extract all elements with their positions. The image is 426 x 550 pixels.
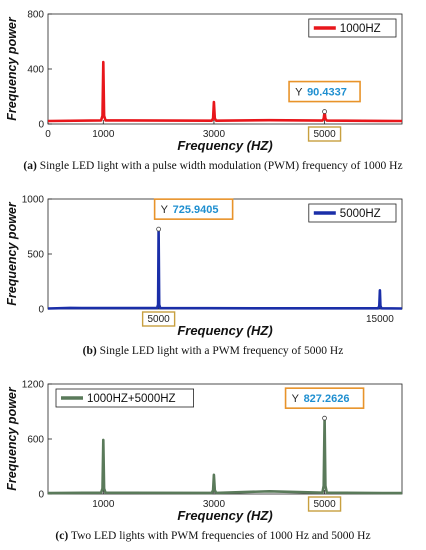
datatip-box: [288, 80, 361, 103]
chart-b: 0 500 1000 5000 15000 5000HZ Y 725.9405 Frequenc…: [5, 195, 403, 338]
x-tick-label: 5000: [148, 314, 171, 325]
datatip-box: [153, 198, 234, 220]
y-axis-label: Frequency power: [5, 16, 19, 121]
x-tick-label: 15000: [366, 314, 394, 325]
caption-c-text: Two LED lights with PWM frequencies of 1…: [70, 530, 371, 542]
legend-label: 5000HZ: [340, 208, 381, 220]
datatip-label: Y: [292, 393, 300, 405]
x-tick-highlight-box: [307, 126, 342, 142]
caption-a-tag: (a): [23, 160, 37, 172]
caption-b-text: Single LED light with a PWM frequency of…: [99, 345, 344, 357]
x-tick-label: 0: [45, 129, 51, 140]
series-line: [47, 227, 403, 310]
legend-box: [308, 203, 397, 223]
chart-panel-c: 0 600 1200 1000 3000 5000 1000HZ+5000HZ Y 827.26…: [0, 370, 426, 550]
series-line: [47, 416, 403, 495]
x-tick-label: 1000: [92, 129, 115, 140]
x-axis-label: Frequency (HZ): [177, 138, 272, 153]
datatip-marker: [322, 109, 327, 114]
y-tick-label: 800: [27, 10, 44, 21]
y-tick-label: 1200: [22, 380, 45, 391]
chart-panel-a: 0 400 800 0 1000 3000 5000 1000HZ Y 90.4337 Freque…: [0, 0, 426, 180]
datatip-value: 90.4337: [307, 87, 347, 99]
y-tick-label: 1000: [22, 195, 45, 206]
x-tick-label: 5000: [313, 499, 336, 510]
x-tick-highlight-box: [307, 496, 342, 512]
caption-c-tag: (c): [55, 530, 69, 542]
datatip-value: 725.9405: [173, 204, 219, 216]
datatip-marker: [156, 226, 162, 232]
datatip-marker: [322, 415, 327, 421]
datatip-value: 827.2626: [304, 393, 350, 405]
y-tick-label: 0: [38, 120, 44, 131]
x-tick-label: 5000: [313, 129, 336, 140]
caption-b-tag: (b): [82, 345, 97, 357]
legend-box: [55, 388, 195, 408]
datatip-box: [284, 387, 365, 409]
legend-box: [308, 18, 397, 38]
chart-panel-b: 0 500 1000 5000 15000 5000HZ Y 725.9405 Frequenc…: [0, 185, 426, 365]
x-tick-label: 3000: [203, 129, 226, 140]
legend-label: 1000HZ+5000HZ: [87, 393, 176, 405]
chart-a: 0 400 800 0 1000 3000 5000 1000HZ Y 90.4337 Freque…: [5, 10, 403, 153]
x-tick-label: 1000: [92, 499, 115, 510]
caption-a: (a) Single LED light with a pulse width …: [0, 160, 426, 172]
datatip-label: Y: [295, 87, 303, 99]
y-tick-label: 400: [27, 65, 44, 76]
x-tick-label: 3000: [203, 499, 226, 510]
y-axis-label: Frequency power: [5, 386, 19, 491]
caption-b: (b) Single LED light with a PWM frequenc…: [0, 345, 426, 357]
x-axis-label: Frequency (HZ): [177, 323, 272, 338]
caption-a-text: Single LED light with a pulse width modu…: [39, 160, 403, 172]
x-axis-label: Frequency (HZ): [177, 508, 272, 523]
caption-c: (c) Two LED lights with PWM frequencies …: [0, 530, 426, 542]
y-tick-label: 0: [38, 305, 44, 316]
y-tick-label: 0: [38, 490, 44, 501]
datatip-label: Y: [161, 204, 169, 216]
y-tick-label: 600: [27, 435, 44, 446]
y-tick-label: 500: [27, 250, 44, 261]
chart-c: 0 600 1200 1000 3000 5000 1000HZ+5000HZ Y 827.26…: [5, 380, 403, 523]
x-tick-highlight-box: [141, 311, 176, 327]
legend-label: 1000HZ: [340, 23, 381, 35]
y-axis-label: Frequency power: [5, 201, 19, 306]
